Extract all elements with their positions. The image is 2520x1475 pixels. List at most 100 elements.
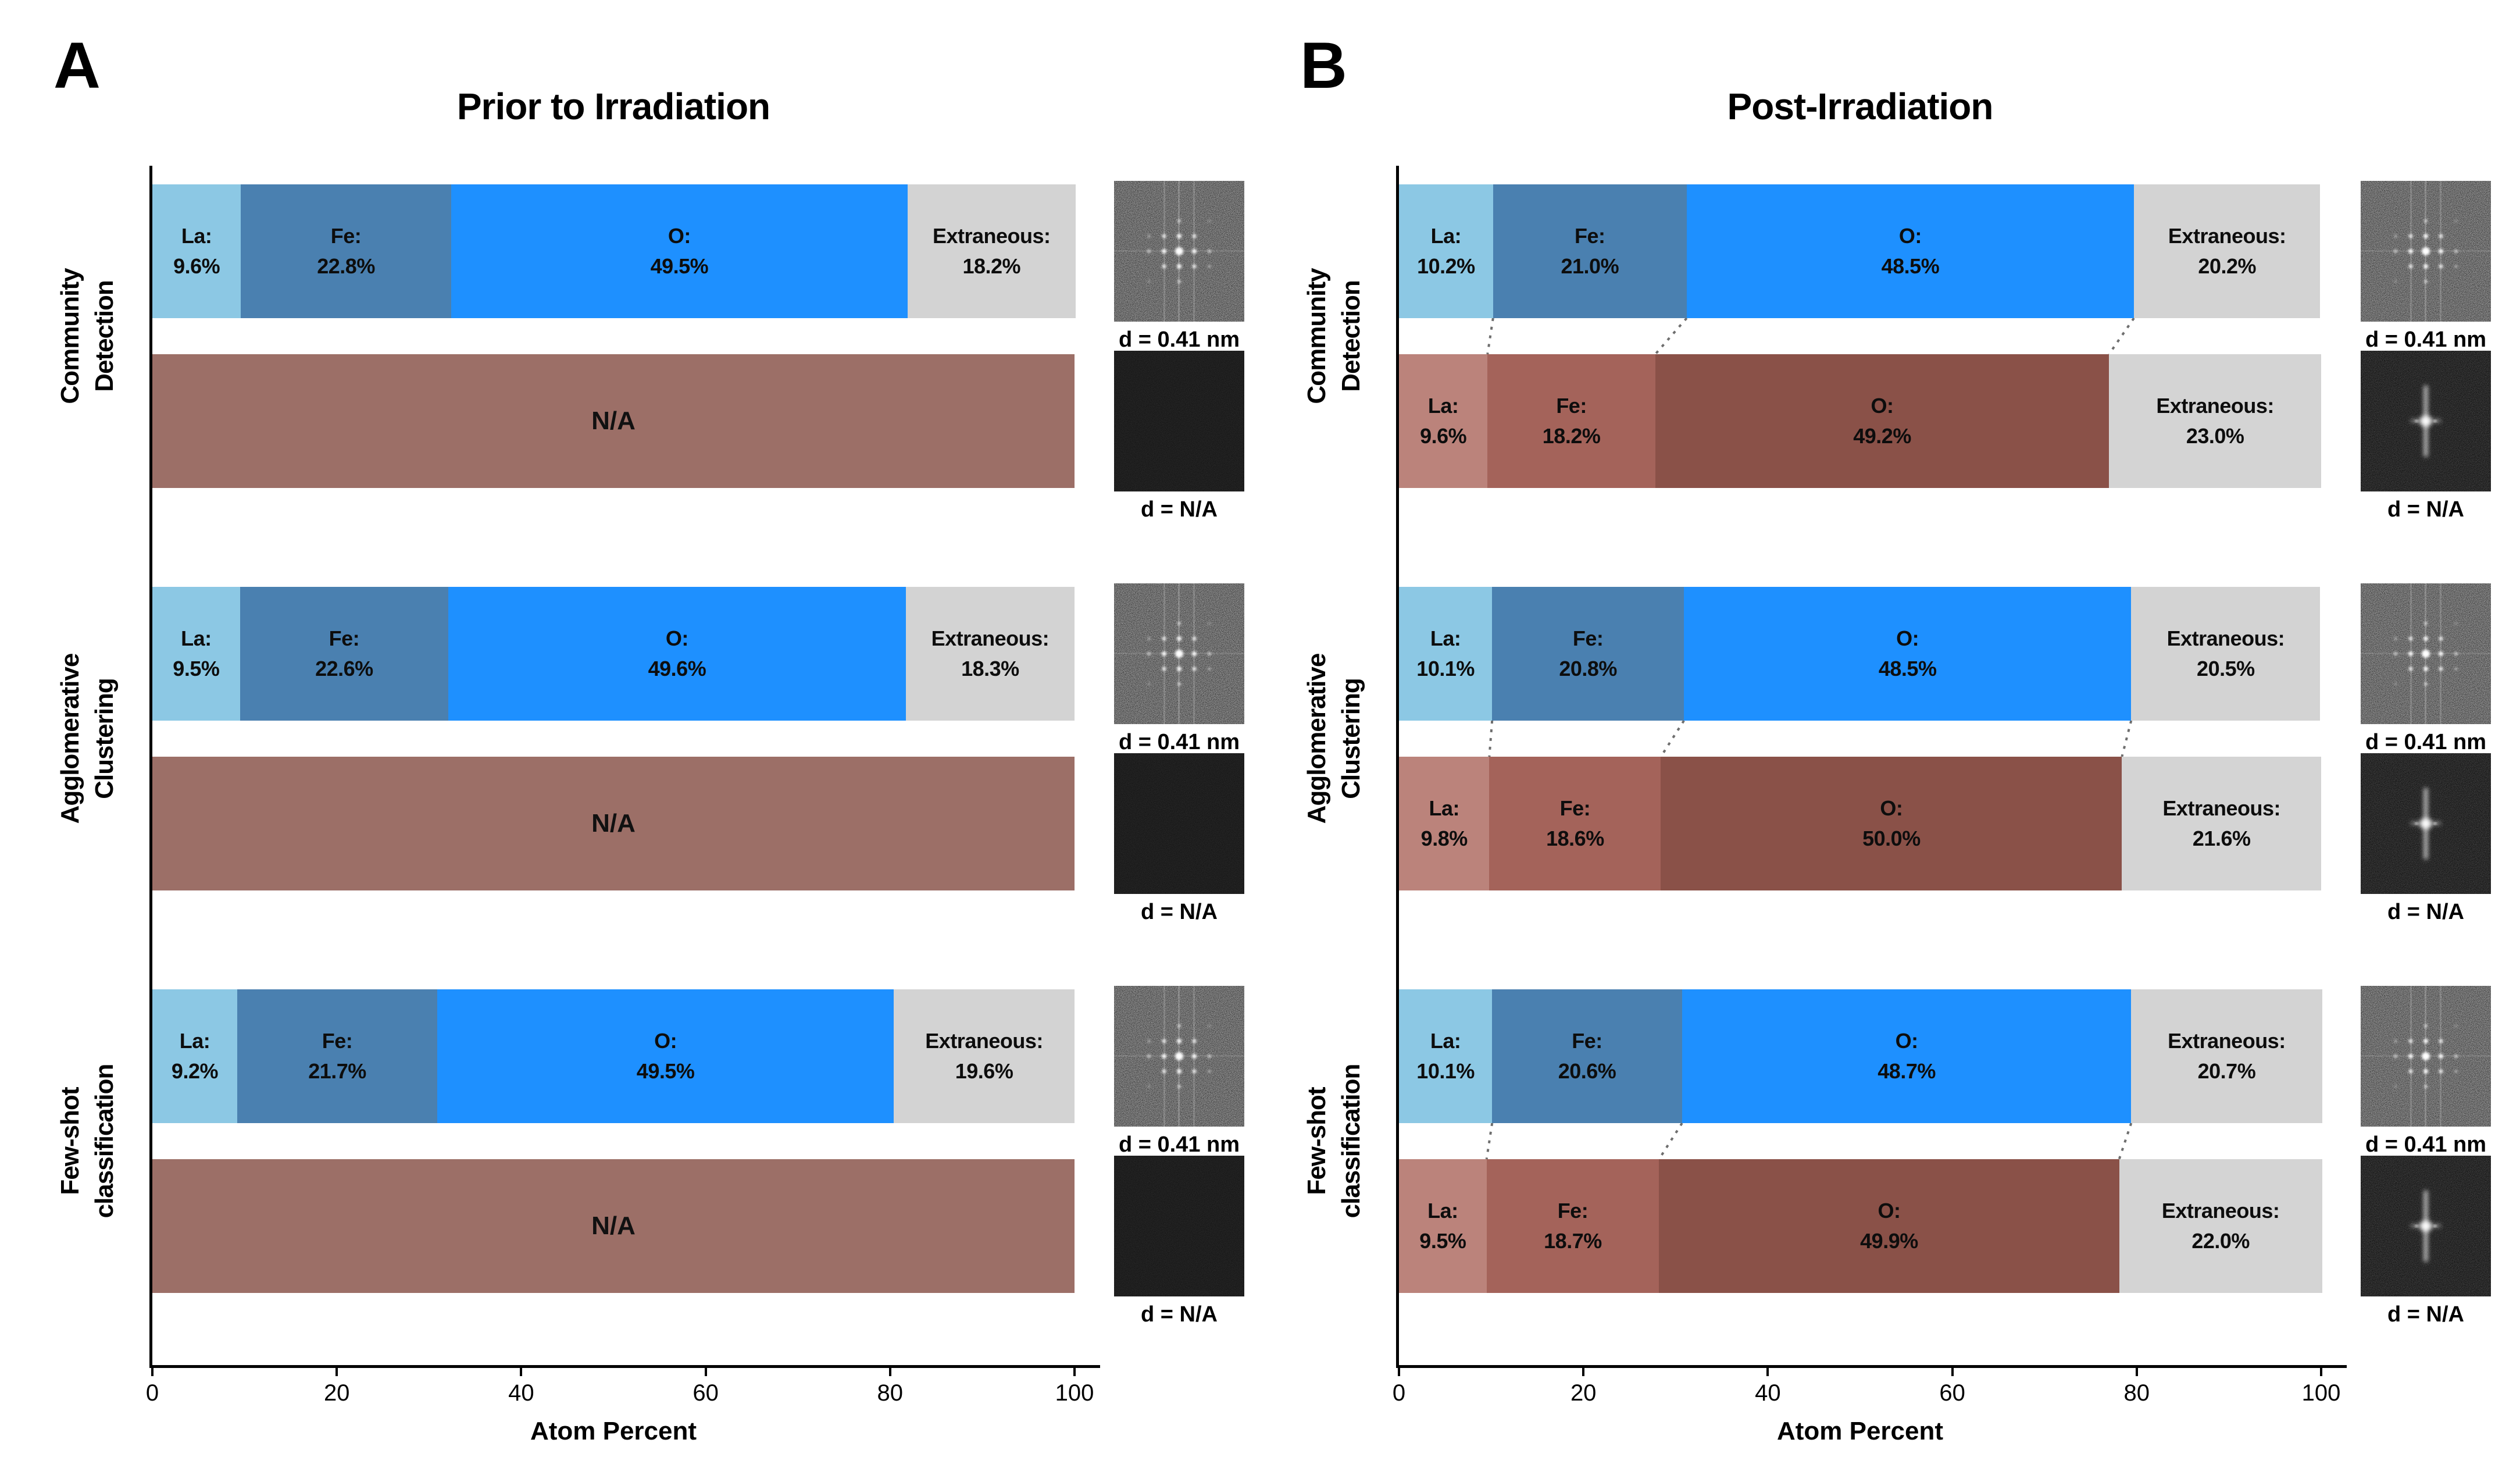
segment-element-label: Extraneous: [2166, 626, 2285, 650]
connector-svg [1488, 719, 2133, 758]
segment-value-label: 18.7% [1544, 1229, 1602, 1253]
connector-dashed-line [2121, 720, 2133, 757]
fft-spots-graphic [2361, 181, 2491, 322]
segment-element-label: Extraneous: [931, 626, 1050, 650]
x-tick-mark [1398, 1368, 1400, 1376]
segment-value-label: 21.0% [1561, 254, 1619, 278]
segment-element-label: O: [1898, 223, 1922, 248]
x-tick-label: 60 [1939, 1380, 1965, 1406]
segment-value-label: 49.2% [1853, 424, 1911, 448]
segment-element-label: Fe: [1572, 626, 1604, 650]
bar-segment-fe: Fe: 18.7% [1486, 1159, 1659, 1293]
segment-element-label: Extraneous: [925, 1028, 1043, 1053]
segment-value-label: 9.6% [1420, 424, 1467, 448]
fft-caption: d = 0.41 nm [2365, 1132, 2487, 1157]
group-label-line: Community [1302, 268, 1331, 404]
black-square-image [1114, 1156, 1244, 1296]
segment-element-label: O: [1871, 393, 1894, 418]
x-tick-mark [888, 1368, 891, 1376]
segment-value-label: 9.2% [171, 1059, 219, 1083]
stacked-bar: La: 9.6% Fe: 22.8% O: 49.5% Extraneous: 18.2% [152, 184, 1076, 318]
segment-value-label: 20.2% [2198, 254, 2256, 278]
x-tick-mark [2320, 1368, 2322, 1376]
x-tick-label: 80 [2123, 1380, 2150, 1406]
fft-caption: d = 0.41 nm [1118, 730, 1240, 754]
segment-element-label: Fe: [1559, 796, 1591, 820]
segment-element-label: O: [1880, 796, 1903, 820]
bar-segment-o: O: 48.5% [1686, 184, 2134, 318]
segment-element-label: La: [1427, 1198, 1458, 1223]
stacked-bar: La: 9.5% Fe: 22.6% O: 49.6% Extraneous: 18.3% [152, 587, 1075, 721]
fft-caption: d = 0.41 nm [1118, 1132, 1240, 1157]
segment-value-label: 18.2% [962, 254, 1021, 278]
group-label-line: Clustering [90, 678, 119, 799]
segment-value-label: 18.6% [1546, 826, 1604, 850]
fft-caption: d = 0.41 nm [1118, 327, 1240, 352]
bar-segment-la: La: 9.6% [152, 184, 241, 318]
fft-caption: d = 0.41 nm [2365, 730, 2487, 754]
y-axis-spine [1396, 166, 1399, 1368]
group-label: Few-shot classification [44, 938, 131, 1345]
fft-caption: d = N/A [2387, 1302, 2464, 1327]
segment-element-label: O: [654, 1028, 677, 1053]
segment-element-label: Fe: [1575, 223, 1605, 248]
segment-element-label: O: [665, 626, 689, 650]
na-bar-label: N/A [591, 809, 636, 838]
bar-segment-la: La: 9.5% [1399, 1159, 1487, 1293]
segment-value-label: 10.2% [1417, 254, 1475, 278]
segment-value-label: 9.6% [173, 254, 220, 278]
segment-value-label: 10.1% [1416, 1059, 1475, 1083]
group-label-line: Detection [1337, 280, 1365, 392]
stacked-bar: La: 10.1% Fe: 20.6% O: 48.7% Extraneous: 20.7% [1399, 989, 2322, 1123]
x-tick-label: 20 [323, 1380, 350, 1406]
connector-dashed-line [1485, 1123, 1494, 1160]
segment-element-label: La: [179, 1028, 210, 1053]
bar-segment-la: La: 9.5% [152, 587, 240, 721]
x-tick-mark [335, 1368, 338, 1376]
connector-dashed-line [1488, 720, 1494, 757]
x-tick-mark [1073, 1368, 1076, 1376]
segment-value-label: 49.5% [636, 1059, 695, 1083]
fft-streak-graphic [2361, 351, 2491, 491]
segment-value-label: 48.5% [1878, 657, 1937, 681]
segment-element-label: La: [1430, 223, 1462, 248]
group-label: Agglomerative Clustering [1290, 535, 1377, 942]
fft-streak-graphic [2361, 1156, 2491, 1296]
segment-value-label: 22.6% [315, 657, 373, 681]
segment-value-label: 23.0% [2186, 424, 2244, 448]
fft-spots-image [2361, 583, 2491, 724]
x-tick-label: 40 [1755, 1380, 1781, 1406]
x-axis-spine [1396, 1365, 2347, 1368]
group-label-line: Detection [90, 280, 119, 392]
stacked-bar: La: 9.2% Fe: 21.7% O: 49.5% Extraneous: 19.6% [152, 989, 1075, 1123]
bar-segment-o: O: 49.6% [448, 587, 906, 721]
bar-segment-fe: Fe: 21.7% [237, 989, 438, 1123]
black-square-image [1114, 351, 1244, 491]
group-label: Agglomerative Clustering [44, 535, 131, 942]
connector-lines [1399, 317, 2333, 355]
group-label-line: Few-shot [1302, 1087, 1331, 1195]
bar-segment-la: La: 10.1% [1399, 587, 1493, 721]
na-bar: N/A [152, 1159, 1075, 1293]
fft-spots-graphic [2361, 986, 2491, 1127]
bar-segment-extraneous: Extraneous: 22.0% [2119, 1159, 2322, 1293]
x-tick-mark [1951, 1368, 1954, 1376]
black-square-image [1114, 753, 1244, 894]
segment-element-label: Fe: [1557, 1198, 1589, 1223]
segment-value-label: 18.2% [1542, 424, 1601, 448]
fft-streak-graphic [2361, 753, 2491, 894]
bar-segment-extraneous: Extraneous: 23.0% [2109, 354, 2321, 488]
bar-segment-o: O: 50.0% [1661, 757, 2122, 890]
bar-segment-fe: Fe: 20.6% [1492, 989, 1682, 1123]
x-tick-label: 100 [1055, 1380, 1094, 1406]
x-tick-label: 80 [877, 1380, 904, 1406]
bar-segment-la: La: 10.2% [1399, 184, 1493, 318]
bar-segment-fe: Fe: 22.8% [241, 184, 451, 318]
fft-spots-image [1114, 181, 1244, 322]
segment-value-label: 9.5% [1419, 1229, 1466, 1253]
segment-element-label: Fe: [330, 223, 362, 248]
group-label-line: Community [55, 268, 84, 404]
segment-value-label: 48.7% [1877, 1059, 1936, 1083]
